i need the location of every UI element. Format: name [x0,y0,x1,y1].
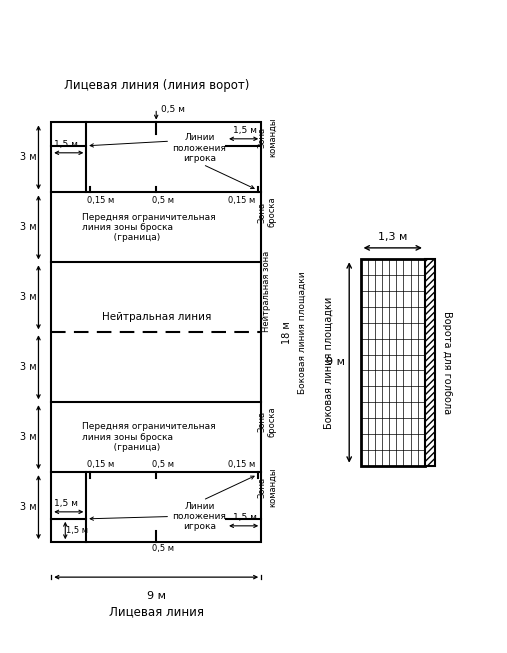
Text: 1,5 м: 1,5 м [54,500,78,508]
Text: 3 м: 3 м [20,502,37,512]
Bar [360,259,425,466]
Text: 0,5 м: 0,5 м [152,460,173,469]
Text: 0,5 м: 0,5 м [152,196,173,205]
Text: Зона
команды: Зона команды [257,118,277,157]
Text: 3 м: 3 м [20,432,37,442]
Text: Зона
броска: Зона броска [257,197,277,227]
Text: Передняя ограничительная
линия зоны броска
           (граница): Передняя ограничительная линия зоны брос… [83,422,216,452]
Text: Боковая линия площадки: Боковая линия площадки [298,271,306,394]
Text: Нейтральная линия: Нейтральная линия [101,312,211,322]
Text: 9 м: 9 м [147,591,166,601]
Text: 1,5 м: 1,5 м [54,140,78,150]
Text: 0,15 м: 0,15 м [228,460,256,469]
Text: Передняя ограничительная
линия зоны броска
           (граница): Передняя ограничительная линия зоны брос… [83,212,216,242]
Text: 9 м: 9 м [325,357,345,368]
Text: 0,15 м: 0,15 м [87,460,115,469]
Text: 3 м: 3 м [20,223,37,232]
Text: Лицевая линия (линия ворот): Лицевая линия (линия ворот) [63,79,249,91]
Text: 3 м: 3 м [20,293,37,302]
Bar [425,259,435,466]
Text: 3 м: 3 м [20,362,37,372]
Text: Лицевая линия: Лицевая линия [108,605,204,618]
Text: Нейтральная зона: Нейтральная зона [263,251,271,332]
Text: 1,5 м: 1,5 м [233,513,257,522]
Text: Зона
команды: Зона команды [257,468,277,507]
Text: 0,15 м: 0,15 м [228,196,256,205]
Text: 3 м: 3 м [20,152,37,163]
Text: Линии
положения
игрока: Линии положения игрока [172,502,227,532]
Text: 1,3 м: 1,3 м [378,232,408,242]
Text: 1,5 м: 1,5 м [233,126,257,135]
Text: Боковая линия площадки: Боковая линия площадки [323,296,334,428]
Text: 0,5 м: 0,5 м [152,545,173,554]
Text: Зона
броска: Зона броска [257,407,277,438]
Text: 1,5 м: 1,5 м [66,526,88,535]
Text: 18 м: 18 м [282,321,292,343]
Text: Ворота для голбола: Ворота для голбола [442,311,452,414]
Text: Линии
положения
игрока: Линии положения игрока [172,133,227,163]
Text: 0,5 м: 0,5 м [161,105,185,114]
Text: 0,15 м: 0,15 м [87,196,115,205]
Bar [51,123,261,542]
